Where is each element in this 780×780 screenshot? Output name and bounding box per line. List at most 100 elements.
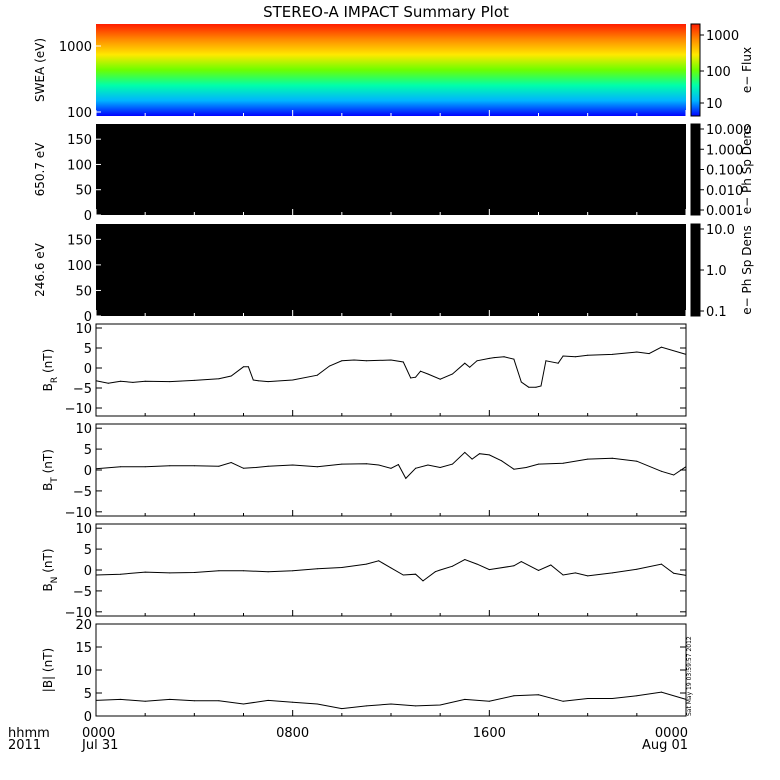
data-point (488, 357, 490, 359)
data-point (660, 470, 662, 472)
data-point (636, 568, 638, 570)
data-point (520, 381, 522, 383)
spectrogram-3 (96, 224, 686, 316)
data-point (488, 569, 490, 571)
data-point (673, 572, 675, 574)
colorbar-label: e− Ph Sp Dens (740, 125, 754, 214)
data-point (267, 699, 269, 701)
data-point (427, 464, 429, 466)
data-point (193, 379, 195, 381)
colorbar-tick-label: 10 (706, 97, 723, 112)
time-axis-row-label: hhmm (8, 726, 50, 741)
y-tick-label: 100 (67, 259, 92, 274)
data-point (252, 379, 254, 381)
y-tick-label: 20 (75, 618, 92, 633)
data-point (95, 574, 97, 576)
data-point (611, 572, 613, 574)
colorbar-tick-label: 0.100 (706, 164, 743, 179)
data-point (292, 379, 294, 381)
data-point (218, 465, 220, 467)
data-point (378, 464, 380, 466)
data-point (120, 573, 122, 575)
y-tick-label: 0 (84, 209, 92, 224)
y-axis-label-unit: (nT) (41, 548, 55, 576)
data-point (452, 373, 453, 375)
data-point (660, 346, 662, 348)
y-tick-label: −10 (65, 506, 92, 521)
y-tick-label: 0 (84, 362, 92, 377)
data-point (528, 386, 530, 388)
data-point (476, 360, 478, 362)
data-point (439, 467, 441, 468)
data-point (636, 695, 638, 697)
colorbar-tick-label: 1000 (706, 29, 739, 44)
data-point (230, 375, 232, 377)
data-point (611, 698, 613, 699)
data-point (243, 366, 244, 368)
data-point (464, 362, 466, 364)
y-tick-label: 100 (67, 158, 92, 173)
panel-frame (95, 323, 687, 417)
data-point (95, 699, 97, 701)
data-point (476, 563, 478, 565)
panel-frame (95, 523, 687, 617)
data-point (464, 559, 466, 560)
y-tick-label: −5 (73, 585, 92, 600)
y-tick-label: −5 (73, 485, 92, 500)
data-point (471, 458, 473, 460)
data-point (292, 570, 294, 572)
y-tick-label: 0 (84, 564, 92, 579)
data-point (410, 377, 412, 379)
plot-title: STEREO-A IMPACT Summary Plot (263, 3, 509, 21)
data-point (513, 358, 515, 360)
data-point (397, 464, 399, 466)
data-point (513, 695, 515, 697)
data-point (557, 362, 559, 364)
panel-frame (95, 623, 687, 717)
data-point (390, 703, 392, 705)
data-point (685, 353, 687, 355)
data-point (562, 355, 564, 357)
y-axis-label: BR (nT) (41, 349, 60, 392)
data-point (144, 466, 146, 468)
data-point (503, 356, 505, 358)
colorbar-tick-label: 100 (706, 65, 731, 80)
data-point (378, 560, 380, 562)
data-point (316, 703, 318, 705)
colorbar-label: e− Ph Sp Dens (740, 225, 754, 314)
generation-stamp: Sat May 19 03:59:57 2012 (686, 636, 693, 716)
data-point (673, 474, 675, 476)
data-point (193, 465, 195, 467)
y-axis-label-unit: (nT) (41, 449, 55, 477)
data-point (452, 463, 453, 465)
data-point (422, 580, 424, 582)
data-point (230, 462, 232, 463)
data-point (415, 705, 417, 707)
data-point (636, 460, 638, 462)
data-point (390, 359, 392, 361)
data-point (365, 360, 367, 362)
data-point (488, 454, 490, 456)
data-point (464, 451, 466, 453)
data-point (611, 457, 613, 459)
y-tick-label: 5 (84, 443, 92, 458)
data-point (415, 376, 417, 378)
data-point (169, 465, 171, 467)
data-point (169, 572, 171, 574)
data-point (685, 466, 687, 468)
data-point (316, 374, 318, 376)
y-tick-label: 10 (75, 522, 92, 537)
colorbar (690, 223, 701, 317)
y-axis-label: 650.7 eV (33, 142, 47, 197)
colorbar-tick-label: 0.010 (706, 184, 743, 199)
y-tick-label: 0 (84, 310, 92, 325)
x-tick-label: 1600 (473, 726, 506, 741)
y-axis-label-sub: T (50, 477, 60, 484)
data-point (316, 568, 318, 570)
data-point (587, 575, 589, 577)
y-tick-label: 50 (75, 184, 92, 199)
panel-5: 10 5 0 −5 −10 BT (nT) (41, 422, 687, 521)
spectrogram-2 (96, 124, 686, 215)
data-point (107, 382, 109, 384)
y-tick-label: 0 (84, 464, 92, 479)
